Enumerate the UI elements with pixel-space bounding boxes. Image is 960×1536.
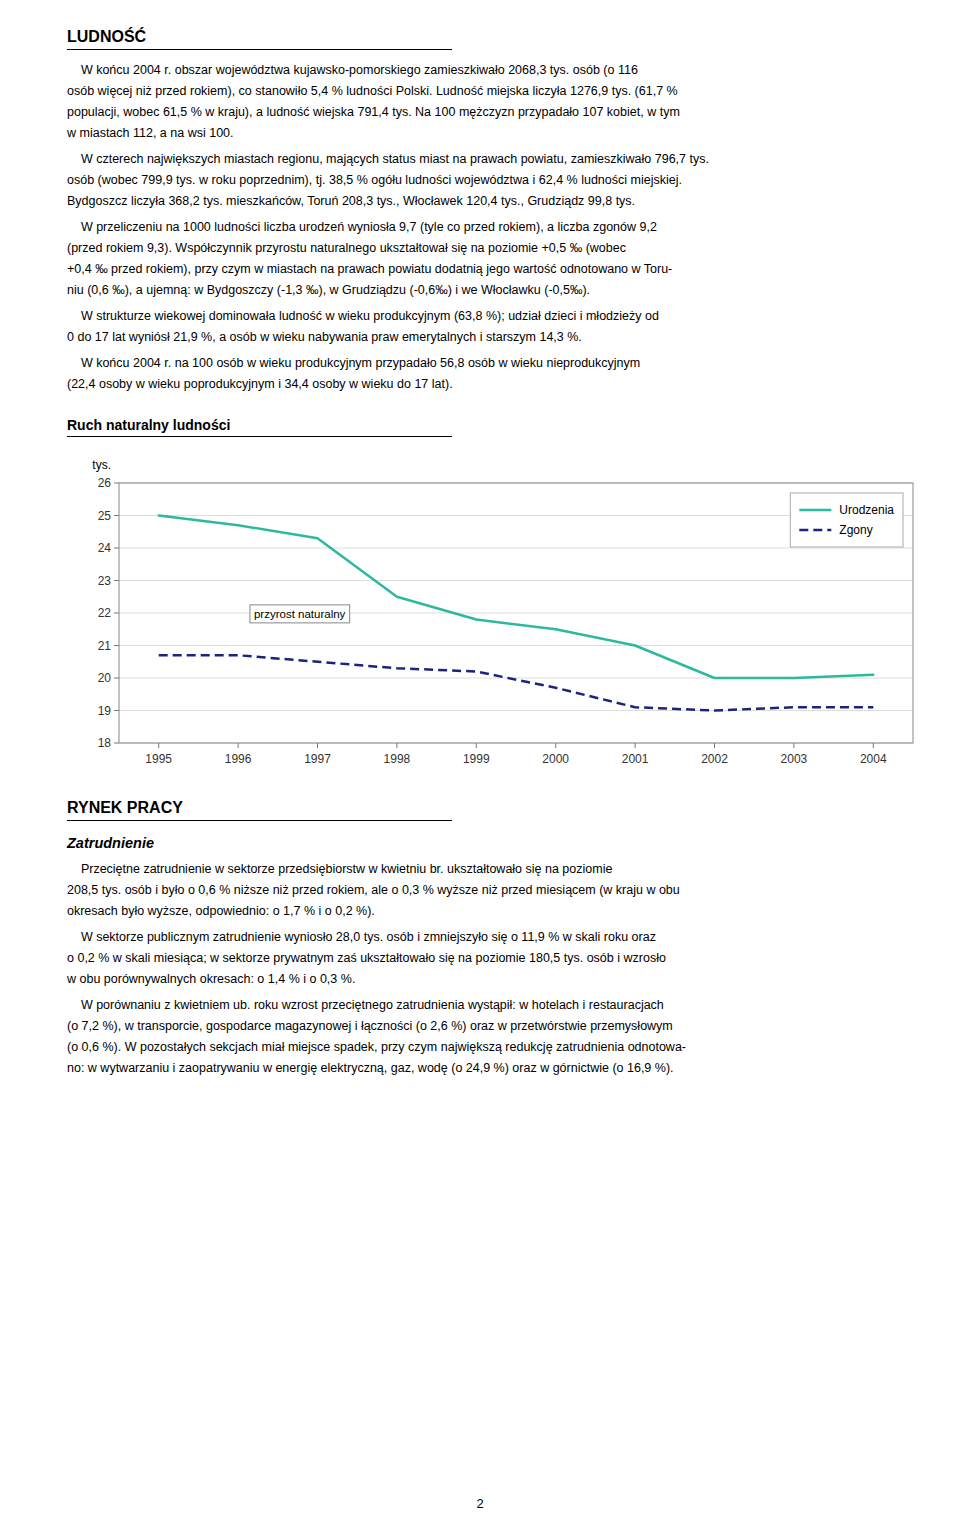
- text-line: W przeliczeniu na 1000 ludności liczba u…: [67, 217, 947, 238]
- section-heading: LUDNOŚĆ: [67, 28, 452, 50]
- tick-mark: [114, 710, 119, 711]
- tick-mark: [476, 743, 477, 748]
- tick-label: 1996: [225, 752, 252, 766]
- tick-label: 1998: [384, 752, 411, 766]
- tick-mark: [396, 743, 397, 748]
- tick-mark: [114, 645, 119, 646]
- tick-mark: [114, 580, 119, 581]
- text-line: 0 do 17 lat wyniósł 21,9 %, a osób w wie…: [67, 327, 947, 348]
- tick-label: 2004: [860, 752, 887, 766]
- text-line: niu (0,6 ‰), a ujemną: w Bydgoszczy (-1,…: [67, 280, 947, 301]
- tick-label: 21: [98, 639, 112, 653]
- tick-mark: [238, 743, 239, 748]
- tick-mark: [635, 743, 636, 748]
- text-line: W końcu 2004 r. obszar województwa kujaw…: [67, 60, 947, 81]
- text-line: +0,4 ‰ przed rokiem), przy czym w miasta…: [67, 259, 947, 280]
- tick-label: 25: [98, 509, 112, 523]
- grid-line: [119, 580, 913, 581]
- tick-mark: [114, 548, 119, 549]
- text-line: w obu porównywalnych okresach: o 1,4 % i…: [67, 969, 947, 990]
- text-line: (o 0,6 %). W pozostałych sekcjach miał m…: [67, 1037, 947, 1058]
- text-line: (przed rokiem 9,3). Współczynnik przyros…: [67, 238, 947, 259]
- section-heading: RYNEK PRACY: [67, 799, 452, 821]
- tick-label: 1995: [145, 752, 172, 766]
- tick-mark: [114, 613, 119, 614]
- tick-label: 24: [98, 541, 112, 555]
- tick-mark: [714, 743, 715, 748]
- tick-mark: [114, 483, 119, 484]
- tick-mark: [158, 743, 159, 748]
- tick-label: 1999: [463, 752, 490, 766]
- text-line: (o 7,2 %), w transporcie, gospodarce mag…: [67, 1016, 947, 1037]
- text-line: no: w wytwarzaniu i zaopatrywaniu w ener…: [67, 1058, 947, 1079]
- tick-mark: [793, 743, 794, 748]
- text-line: populacji, wobec 61,5 % w kraju), a ludn…: [67, 102, 947, 123]
- chart-section: Ruch naturalny ludności 18 19 20 21 22 23 24 25 2…: [67, 395, 947, 777]
- text-line: Bydgoszcz liczyła 368,2 tys. mieszkańców…: [67, 191, 947, 212]
- tick-label: 2002: [701, 752, 728, 766]
- annotation-text: przyrost naturalny: [254, 608, 346, 620]
- text-line: 208,5 tys. osób i było o 0,6 % niższe ni…: [67, 880, 947, 901]
- tick-label: 18: [98, 736, 112, 750]
- tick-label: 2000: [542, 752, 569, 766]
- text-line: (22,4 osoby w wieku poprodukcyjnym i 34,…: [67, 374, 947, 395]
- tick-label: 1997: [304, 752, 331, 766]
- tick-mark: [317, 743, 318, 748]
- tick-label: 2003: [781, 752, 808, 766]
- tick-label: 19: [98, 704, 112, 718]
- text-line: Przeciętne zatrudnienie w sektorze przed…: [67, 859, 947, 880]
- text-line: okresach było wyższe, odpowiednio: o 1,7…: [67, 901, 947, 922]
- tick-label: 23: [98, 574, 112, 588]
- text-line: W porównaniu z kwietniem ub. roku wzrost…: [67, 995, 947, 1016]
- tick-mark: [114, 678, 119, 679]
- y-axis: 18 19 20 21 22 23 24 25 26: [98, 476, 913, 750]
- tick-label: 22: [98, 606, 112, 620]
- annotation: przyrost naturalny: [250, 605, 350, 623]
- legend-swatch: [799, 509, 831, 512]
- plot-background: [119, 483, 913, 743]
- text-line: W końcu 2004 r. na 100 osób w wieku prod…: [67, 353, 947, 374]
- text-line: osób więcej niż przed rokiem), co stanow…: [67, 81, 947, 102]
- text-line: w miastach 112, a na wsi 100.: [67, 123, 947, 144]
- series-line: [159, 516, 874, 679]
- series-line: [159, 655, 874, 710]
- legend-box: [790, 493, 903, 547]
- legend-label: Urodzenia: [839, 503, 894, 517]
- tick-mark: [114, 743, 119, 744]
- chart-title: Ruch naturalny ludności: [67, 417, 452, 437]
- tick-label: 26: [98, 476, 112, 490]
- text-line: o 0,2 % w skali miesiąca; w sektorze pry…: [67, 948, 947, 969]
- text-line: W sektorze publicznym zatrudnienie wynio…: [67, 927, 947, 948]
- tick-label: 2001: [622, 752, 649, 766]
- tick-mark: [873, 743, 874, 748]
- line-chart: 181920212223242526tys.199519961997199819…: [67, 447, 927, 777]
- text-line: osób (wobec 799,9 tys. w roku poprzednim…: [67, 170, 947, 191]
- page: LUDNOŚĆ W końcu 2004 r. obszar województ…: [67, 28, 947, 1079]
- grid-line: [119, 613, 913, 614]
- x-axis: 1995 1996 1997 1998 1999 2000 2001 2002 2003 2004: [145, 743, 887, 766]
- text-line: W strukturze wiekowej dominowała ludność…: [67, 306, 947, 327]
- tick-mark: [114, 515, 119, 516]
- legend-label: Zgony: [839, 523, 872, 537]
- tick-mark: [555, 743, 556, 748]
- bottom-section: RYNEK PRACY Zatrudnienie Przeciętne zatru…: [67, 799, 947, 1079]
- annotation-box: [250, 605, 350, 623]
- tick-label: 20: [98, 671, 112, 685]
- axis-label: tys.: [92, 458, 111, 472]
- subsection-heading: Zatrudnienie: [67, 835, 947, 851]
- legend-swatch: [799, 529, 831, 532]
- series-group: [159, 516, 874, 711]
- grid-line: [119, 710, 913, 711]
- grid-line: [119, 548, 913, 549]
- plot-frame: [119, 483, 913, 743]
- page-number: 2: [0, 1496, 960, 1511]
- grid-line: [119, 645, 913, 646]
- text-block: W końcu 2004 r. obszar województwa kujaw…: [67, 60, 947, 395]
- text-line: W czterech największych miastach regionu…: [67, 149, 947, 170]
- legend: Urodzenia Zgony: [790, 493, 903, 547]
